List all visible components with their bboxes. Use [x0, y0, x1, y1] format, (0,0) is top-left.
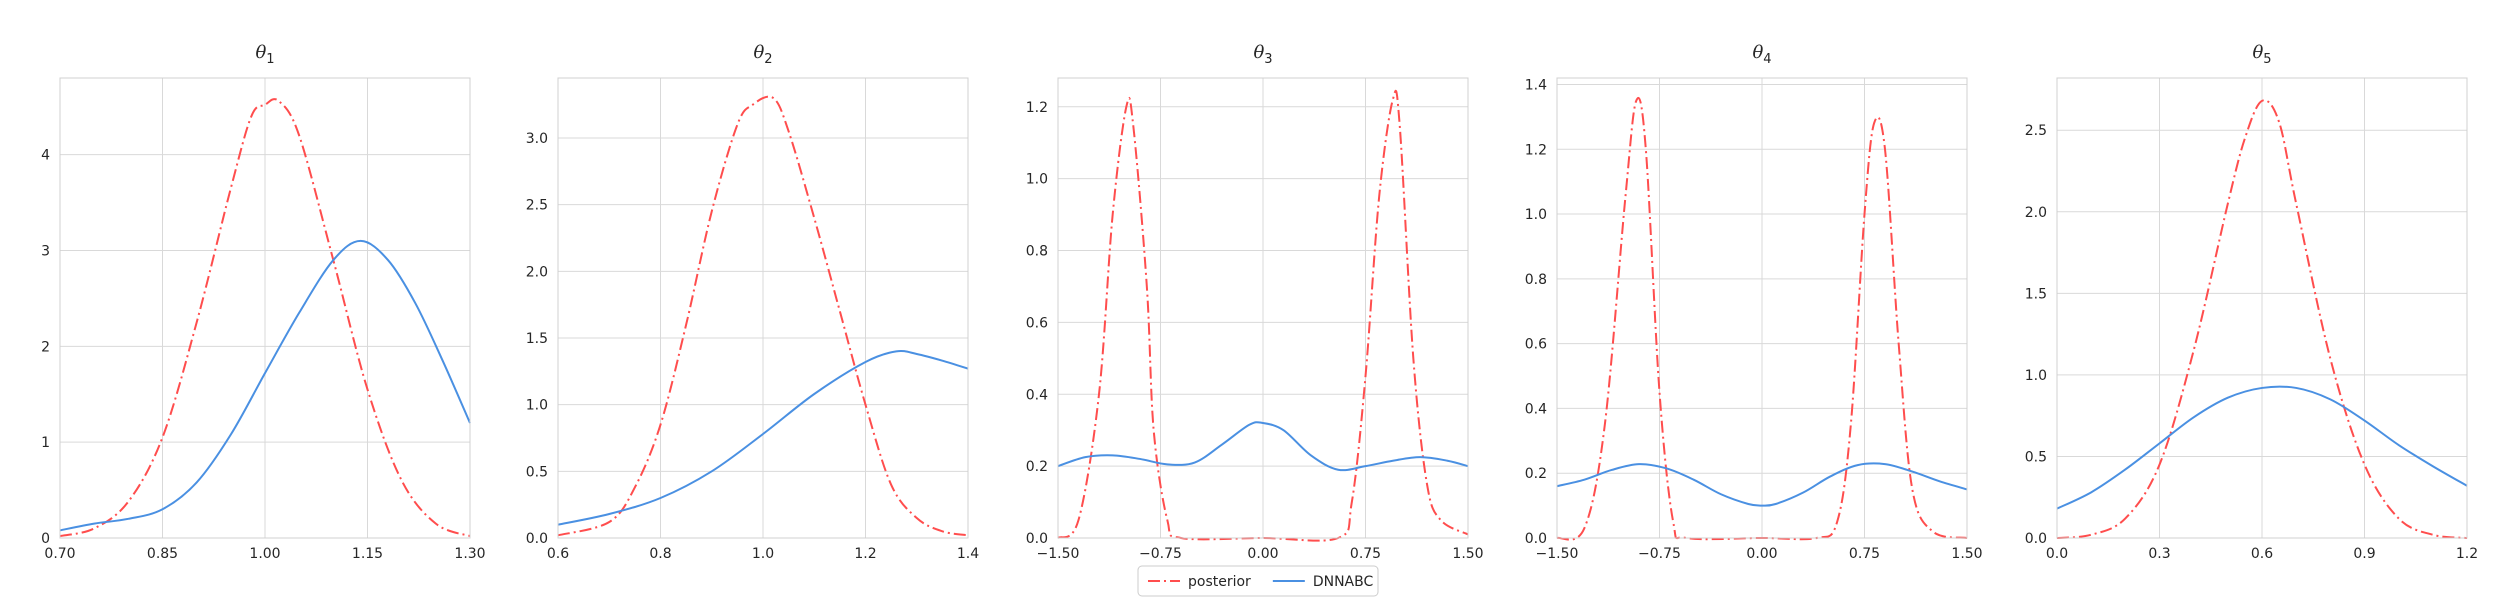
y-tick-label: 1.0: [2025, 368, 2047, 384]
subplot-title: θ4: [1752, 42, 1771, 67]
y-tick-label: 1.5: [2025, 286, 2047, 302]
subplot-5: 0.0 0.3 0.6 0.9 1.2 0.0 0.5 1.0 1.5 2.0 2.5 θ5: [2025, 42, 2478, 562]
series-line-dnnabc: [59, 239, 471, 532]
y-tick-label: 0.5: [526, 464, 548, 480]
series-line-posterior: [557, 95, 969, 537]
subplot-2: 0.6 0.8 1.0 1.2 1.4 0.0 0.5 1.0 1.5 2.0 2.5 3.0 θ2: [526, 42, 979, 562]
x-tick-label: 0.0: [2046, 546, 2068, 562]
y-tick-label: 0.0: [1026, 531, 1048, 547]
subplot-1: 0.70 0.85 1.00 1.15 1.30 0 1 2 3 4 θ1: [41, 42, 486, 562]
y-tick-label: 3.0: [526, 131, 548, 147]
y-tick-label: 2.5: [2025, 123, 2047, 139]
x-tick-label: 0.00: [1746, 546, 1777, 562]
legend-label-dnnabc: DNNABC: [1313, 574, 1374, 590]
y-tick-label: 1.0: [1525, 207, 1547, 223]
axes-frame: [59, 77, 471, 539]
y-tick-label: 1: [41, 435, 50, 451]
x-tick-label: 0.6: [547, 546, 569, 562]
legend: posterior DNNABC: [1137, 565, 1379, 597]
y-tick-label: 2: [41, 339, 50, 355]
y-tick-label: 1.5: [526, 331, 548, 347]
y-tick-label: 2.0: [2025, 205, 2047, 221]
x-tick-label: 1.0: [752, 546, 774, 562]
x-tick-label: 1.50: [1951, 546, 1982, 562]
y-tick-label: 0.2: [1026, 459, 1048, 475]
x-tick-label: 0.85: [147, 546, 178, 562]
y-tick-label: 2.0: [526, 264, 548, 280]
x-tick-label: 0.75: [1350, 546, 1381, 562]
y-tick-label: 0.8: [1525, 272, 1547, 288]
x-tick-label: 0.8: [649, 546, 671, 562]
series-line-posterior: [1057, 89, 1469, 542]
subplot-3: −1.50 −0.75 0.00 0.75 1.50 0.0 0.2 0.4 0.6 0.8 1.0…: [1026, 42, 1484, 562]
y-tick-label: 0.6: [1525, 337, 1547, 353]
series-line-dnnabc: [557, 349, 969, 526]
y-tick-label: 0.4: [1026, 387, 1048, 403]
series-line-dnnabc: [1556, 462, 1968, 507]
x-tick-label: −1.50: [1536, 546, 1579, 562]
y-tick-label: 0.2: [1525, 466, 1547, 482]
legend-box: [1137, 565, 1379, 597]
axes-frame: [1057, 77, 1469, 539]
x-tick-label: 0.00: [1247, 546, 1278, 562]
x-tick-label: 0.75: [1849, 546, 1880, 562]
x-tick-label: 1.15: [352, 546, 383, 562]
subplot-title: θ1: [255, 42, 274, 67]
y-tick-label: 0.6: [1026, 315, 1048, 331]
y-tick-label: 0.0: [526, 531, 548, 547]
y-tick-label: 0.8: [1026, 244, 1048, 260]
x-tick-label: 1.30: [454, 546, 485, 562]
x-tick-label: 0.6: [2251, 546, 2273, 562]
y-tick-label: 1.2: [1026, 100, 1048, 116]
x-tick-label: 1.4: [957, 546, 979, 562]
y-tick-label: 4: [41, 148, 50, 164]
y-tick-label: 1.0: [526, 398, 548, 414]
axes-frame: [1556, 77, 1968, 539]
axes-frame: [557, 77, 969, 539]
y-tick-label: 0.0: [1525, 531, 1547, 547]
y-tick-label: 1.0: [1026, 172, 1048, 188]
x-tick-label: 1.50: [1452, 546, 1483, 562]
y-tick-label: 1.2: [1525, 142, 1547, 158]
x-tick-label: 0.9: [2353, 546, 2375, 562]
x-tick-label: −1.50: [1037, 546, 1080, 562]
x-tick-label: 1.2: [2456, 546, 2478, 562]
subplot-title: θ2: [753, 42, 772, 67]
series-line-dnnabc: [1057, 421, 1469, 472]
x-tick-label: 1.00: [249, 546, 280, 562]
legend-label-posterior: posterior: [1188, 574, 1251, 590]
y-tick-label: 2.5: [526, 198, 548, 214]
y-tick-label: 0.5: [2025, 449, 2047, 465]
y-tick-label: 0.0: [2025, 531, 2047, 547]
y-tick-label: 0.4: [1525, 401, 1547, 417]
series-line-dnnabc: [2056, 385, 2468, 510]
x-tick-label: 0.70: [44, 546, 75, 562]
x-tick-label: −0.75: [1139, 546, 1182, 562]
x-tick-label: 1.2: [854, 546, 876, 562]
axes-frame: [2056, 77, 2468, 539]
x-tick-label: 0.3: [2148, 546, 2170, 562]
series-line-posterior: [59, 98, 471, 538]
x-tick-label: −0.75: [1638, 546, 1681, 562]
subplot-title: θ5: [2252, 42, 2271, 67]
subplot-4: −1.50 −0.75 0.00 0.75 1.50 0.0 0.2 0.4 0.6 0.8 1.0…: [1525, 42, 1983, 562]
y-tick-label: 3: [41, 244, 50, 260]
series-line-posterior: [2056, 99, 2468, 539]
y-tick-label: 0: [41, 531, 50, 547]
subplot-title: θ3: [1253, 42, 1272, 67]
y-tick-label: 1.4: [1525, 77, 1547, 93]
